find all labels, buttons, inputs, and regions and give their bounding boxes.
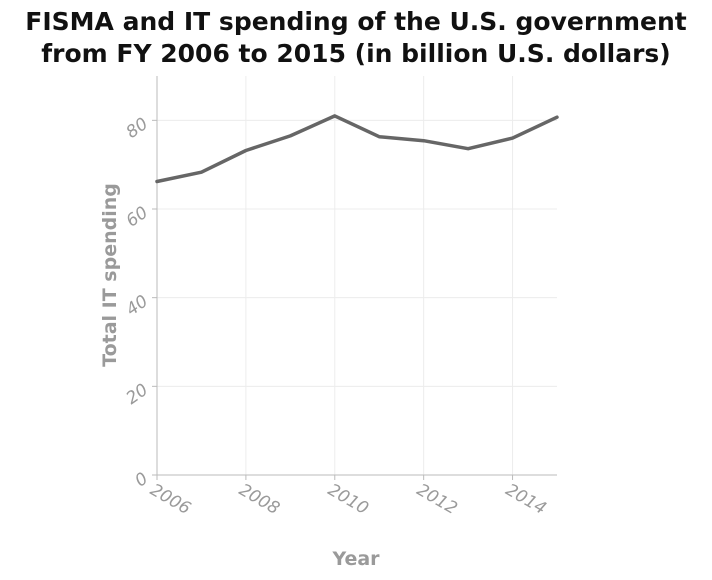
chart-title-line-2: from FY 2006 to 2015 (in billion U.S. do…: [41, 39, 670, 68]
y-tick-label: 20: [123, 380, 152, 409]
grid: [157, 76, 557, 475]
x-tick-label: 2010: [324, 480, 371, 519]
y-tick-label: 80: [123, 114, 152, 143]
x-axis-title: Year: [331, 548, 380, 570]
x-tick-label: 2008: [235, 480, 283, 519]
x-tick-label: 2006: [147, 480, 195, 519]
y-tick-label: 0: [132, 469, 152, 492]
x-tick-label: 2012: [413, 480, 460, 519]
axes: [152, 76, 557, 480]
series-layer: [155, 114, 559, 184]
x-tick-label: 2014: [502, 480, 549, 519]
chart-title-line-1: FISMA and IT spending of the U.S. govern…: [25, 7, 686, 36]
series-line: [155, 114, 559, 184]
y-tick-label: 60: [123, 203, 152, 232]
y-tick-label: 40: [123, 291, 152, 320]
y-axis-title: Total IT spending: [99, 183, 121, 367]
